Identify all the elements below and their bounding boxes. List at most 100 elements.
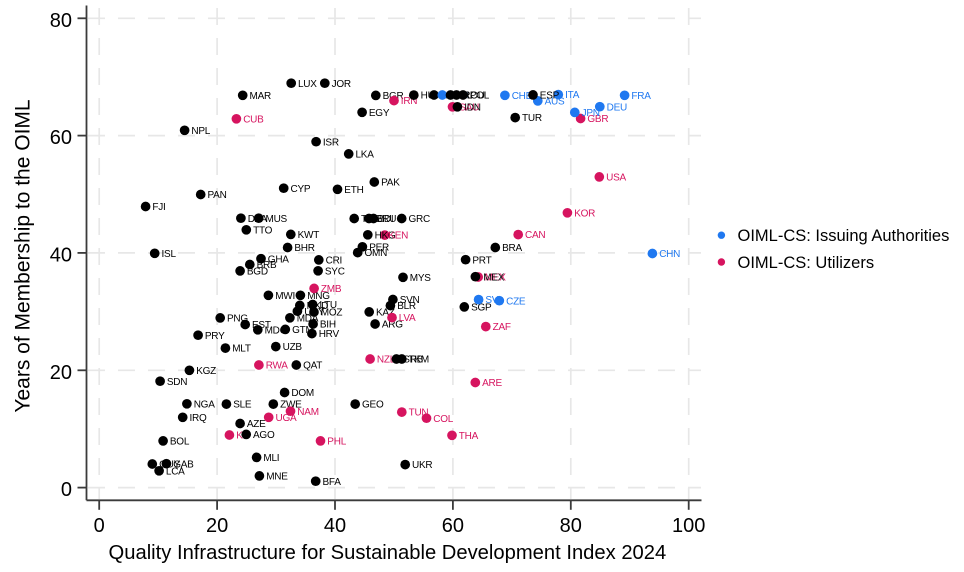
- svg-text:MLT: MLT: [232, 344, 251, 355]
- svg-text:20: 20: [50, 362, 72, 384]
- svg-text:KOR: KOR: [574, 208, 595, 219]
- svg-text:IRN: IRN: [401, 96, 418, 107]
- svg-text:40: 40: [324, 515, 346, 537]
- svg-text:MNG: MNG: [307, 291, 330, 302]
- svg-text:KEN: KEN: [388, 231, 408, 242]
- svg-text:ZWE: ZWE: [280, 400, 302, 411]
- svg-text:UGA: UGA: [276, 413, 298, 424]
- svg-text:ZMB: ZMB: [321, 284, 342, 295]
- svg-text:EST: EST: [252, 320, 271, 331]
- svg-text:CYP: CYP: [291, 184, 311, 195]
- svg-text:MNE: MNE: [266, 472, 288, 483]
- svg-text:NZL: NZL: [377, 355, 396, 366]
- svg-text:JOR: JOR: [332, 79, 351, 90]
- svg-text:MEX: MEX: [483, 272, 505, 283]
- svg-text:MOZ: MOZ: [321, 308, 343, 319]
- svg-text:20: 20: [206, 515, 228, 537]
- svg-text:IRQ: IRQ: [190, 413, 208, 424]
- svg-text:GTM: GTM: [292, 325, 313, 336]
- svg-text:SRB: SRB: [403, 355, 423, 366]
- svg-text:KGZ: KGZ: [196, 366, 216, 377]
- svg-text:CUB: CUB: [243, 114, 264, 125]
- svg-text:80: 80: [560, 515, 582, 537]
- svg-text:RWA: RWA: [266, 361, 289, 372]
- svg-text:CAN: CAN: [525, 230, 545, 241]
- svg-text:OIML-CS: Utilizers: OIML-CS: Utilizers: [738, 254, 875, 272]
- svg-text:SAU: SAU: [459, 102, 479, 113]
- svg-text:PNG: PNG: [227, 314, 248, 325]
- svg-text:TTO: TTO: [253, 225, 273, 236]
- svg-text:GHA: GHA: [268, 254, 290, 265]
- svg-text:HRV: HRV: [319, 329, 340, 340]
- svg-text:OMN: OMN: [365, 248, 388, 259]
- svg-text:PRY: PRY: [205, 331, 225, 342]
- svg-text:LUX: LUX: [298, 79, 317, 90]
- svg-text:LTU: LTU: [320, 300, 337, 311]
- svg-text:SYC: SYC: [325, 266, 345, 277]
- svg-text:TKM: TKM: [409, 355, 429, 366]
- svg-text:TUR: TUR: [522, 113, 542, 124]
- svg-text:QAT: QAT: [303, 361, 322, 372]
- svg-text:BDI: BDI: [378, 214, 394, 225]
- svg-text:THA: THA: [459, 431, 479, 442]
- svg-text:ISR: ISR: [323, 137, 339, 148]
- svg-text:LVA: LVA: [399, 313, 416, 324]
- svg-text:PAK: PAK: [381, 178, 400, 189]
- svg-text:AGO: AGO: [253, 430, 275, 441]
- svg-text:SVN: SVN: [400, 295, 420, 306]
- svg-text:DEU: DEU: [607, 102, 627, 113]
- svg-text:PHL: PHL: [327, 437, 346, 448]
- svg-text:BRU: BRU: [376, 214, 396, 225]
- svg-text:ARG: ARG: [382, 320, 403, 331]
- svg-text:SLE: SLE: [233, 400, 252, 411]
- svg-text:MWI: MWI: [275, 291, 295, 302]
- svg-text:BOL: BOL: [170, 437, 190, 448]
- svg-text:80: 80: [50, 10, 72, 32]
- svg-text:LCA: LCA: [166, 466, 185, 477]
- svg-text:0: 0: [94, 515, 105, 537]
- svg-text:ISL: ISL: [162, 249, 177, 260]
- svg-text:UZB: UZB: [283, 342, 303, 353]
- svg-text:USA: USA: [606, 173, 626, 184]
- svg-text:FRA: FRA: [631, 91, 651, 102]
- svg-text:GEO: GEO: [362, 400, 384, 411]
- svg-text:ITA: ITA: [565, 90, 580, 101]
- svg-text:PRT: PRT: [472, 255, 491, 266]
- svg-text:SGP: SGP: [471, 303, 492, 314]
- svg-text:FJI: FJI: [152, 202, 165, 213]
- svg-text:0: 0: [61, 479, 72, 501]
- svg-text:NAM: NAM: [297, 407, 318, 418]
- svg-text:MKD: MKD: [307, 301, 329, 312]
- svg-text:SV: SV: [485, 295, 498, 306]
- svg-text:NPL: NPL: [191, 126, 210, 137]
- svg-text:BIH: BIH: [320, 320, 336, 331]
- svg-text:BRA: BRA: [502, 243, 522, 254]
- svg-text:UKR: UKR: [412, 460, 432, 471]
- svg-text:MEX: MEX: [485, 273, 507, 284]
- svg-text:COL: COL: [433, 414, 454, 425]
- svg-text:MYS: MYS: [410, 273, 432, 284]
- svg-text:KWT: KWT: [298, 230, 320, 241]
- svg-text:MDG: MDG: [265, 325, 288, 336]
- svg-text:HKG: HKG: [375, 230, 396, 241]
- svg-text:TUN: TUN: [409, 408, 429, 419]
- svg-text:100: 100: [672, 515, 705, 537]
- svg-text:GBR: GBR: [587, 114, 608, 125]
- svg-text:ROU: ROU: [463, 91, 485, 102]
- svg-text:EGY: EGY: [369, 108, 390, 119]
- svg-text:MUS: MUS: [266, 214, 288, 225]
- svg-text:MLI: MLI: [263, 453, 279, 464]
- svg-text:PER: PER: [369, 242, 389, 253]
- svg-text:MAR: MAR: [250, 91, 272, 102]
- svg-text:ETH: ETH: [344, 185, 363, 196]
- svg-text:Years of Membership to the OIM: Years of Membership to the OIML: [12, 99, 35, 412]
- svg-text:ZAF: ZAF: [493, 322, 511, 333]
- svg-text:ARE: ARE: [482, 378, 502, 389]
- svg-text:IDN: IDN: [464, 102, 481, 113]
- svg-text:OIML-CS: Issuing Authorities: OIML-CS: Issuing Authorities: [738, 227, 950, 245]
- svg-text:60: 60: [442, 515, 464, 537]
- svg-text:CHE: CHE: [512, 91, 533, 102]
- svg-text:POL: POL: [470, 91, 490, 102]
- svg-text:NGA: NGA: [194, 399, 216, 410]
- svg-text:GAB: GAB: [173, 459, 194, 470]
